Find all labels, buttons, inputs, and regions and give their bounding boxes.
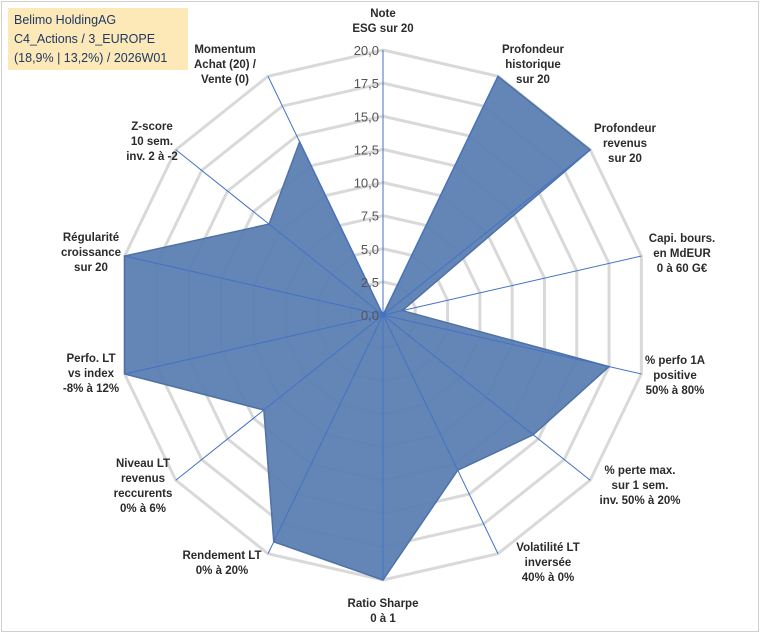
spoke-6 <box>382 314 499 554</box>
axis-label-2: Profondeur revenus sur 20 <box>594 123 656 165</box>
spoke-3 <box>382 255 642 316</box>
axis-label-12-line-2: inv. 2 à -2 <box>126 151 178 163</box>
axis-label-5-line-1: sur 1 sem. <box>612 480 669 492</box>
spoke-1 <box>382 76 499 316</box>
chart-title-box: Belimo HoldingAG C4_Actions / 3_EUROPE (… <box>8 8 188 70</box>
axis-label-12-line-1: 10 sem. <box>131 136 173 148</box>
title-line-2: C4_Actions / 3_EUROPE <box>14 32 156 46</box>
axis-label-13-line-1: Achat (20) / <box>194 59 257 71</box>
axis-label-1-line-1: historique <box>505 59 561 71</box>
axis-label-11: Régularité croissance sur 20 <box>61 232 121 274</box>
tick-label-7: 17,5 <box>354 76 379 91</box>
axis-label-3-line-2: 0 à 60 G€ <box>657 263 708 275</box>
axis-label-8-line-0: Rendement LT <box>182 550 261 562</box>
axis-label-13-line-2: Vente (0) <box>201 74 249 86</box>
tick-label-3: 7,5 <box>361 209 379 224</box>
spoke-2 <box>382 149 591 316</box>
axis-label-7: Ratio Sharpe 0 à 1 <box>348 598 419 625</box>
axis-label-10-line-0: Perfo. LT <box>67 353 116 365</box>
axis-label-6-line-1: inversée <box>525 557 572 569</box>
axis-label-1-line-0: Profondeur <box>502 44 564 56</box>
axis-label-6-line-0: Volatilité LT <box>516 542 579 554</box>
axis-label-0: Note ESG sur 20 <box>352 8 413 35</box>
axis-label-4: % perfo 1A positive 50% à 80% <box>645 355 705 397</box>
axis-label-3-line-1: en MdEUR <box>653 248 711 260</box>
axis-label-13: Momentum Achat (20) / Vente (0) <box>194 44 257 86</box>
tick-label-6: 15,0 <box>354 109 379 124</box>
axis-label-5-line-0: % perte max. <box>605 465 676 477</box>
axis-label-1-line-2: sur 20 <box>516 74 550 86</box>
axis-label-8-line-1: 0% à 20% <box>196 565 248 577</box>
axis-label-13-line-0: Momentum <box>194 44 255 56</box>
title-line-3: (18,9% | 13,2%) / 2026W01 <box>14 51 168 65</box>
spoke-8 <box>267 314 384 554</box>
axis-label-9: Niveau LT revenus reccurents 0% à 6% <box>114 458 173 515</box>
axis-label-7-line-0: Ratio Sharpe <box>348 598 419 610</box>
axis-label-6-line-2: 40% à 0% <box>522 572 574 584</box>
tick-label-2: 5,0 <box>361 242 379 257</box>
axis-label-2-line-0: Profondeur <box>594 123 656 135</box>
tick-label-1: 2,5 <box>361 275 379 290</box>
axis-label-0-line-1: ESG sur 20 <box>352 23 413 35</box>
axis-label-11-line-2: sur 20 <box>74 262 108 274</box>
axis-label-12-line-0: Z-score <box>131 121 173 133</box>
axis-label-10: Perfo. LT vs index -8% à 12% <box>63 353 119 395</box>
axis-label-5-line-2: inv. 50% à 20% <box>600 495 681 507</box>
tick-label-8: 20,0 <box>354 43 379 58</box>
axis-label-3-line-0: Capi. bours. <box>649 233 715 245</box>
axis-label-4-line-2: 50% à 80% <box>646 385 705 397</box>
axis-label-3: Capi. bours. en MdEUR 0 à 60 G€ <box>649 233 715 275</box>
axis-label-9-line-3: 0% à 6% <box>120 503 166 515</box>
spoke-11 <box>124 255 384 316</box>
spoke-4 <box>382 314 642 375</box>
axis-label-12: Z-score 10 sem. inv. 2 à -2 <box>126 121 178 163</box>
axis-label-5: % perte max. sur 1 sem. inv. 50% à 20% <box>600 465 681 507</box>
axis-label-0-line-0: Note <box>370 8 396 20</box>
axis-label-6: Volatilité LT inversée 40% à 0% <box>516 542 579 584</box>
axis-label-7-line-1: 0 à 1 <box>370 613 396 625</box>
spoke-9 <box>175 314 384 481</box>
spoke-13 <box>267 76 384 316</box>
axis-label-11-line-1: croissance <box>61 247 121 259</box>
title-line-1: Belimo HoldingAG <box>14 13 117 27</box>
tick-label-4: 10,0 <box>354 176 379 191</box>
axis-label-4-line-0: % perfo 1A <box>645 355 705 367</box>
tick-label-0: 0,0 <box>361 308 379 323</box>
axis-label-1: Profondeur historique sur 20 <box>502 44 564 86</box>
spoke-12 <box>175 149 384 316</box>
axis-label-9-line-1: revenus <box>121 473 165 485</box>
spoke-5 <box>382 314 591 481</box>
axis-label-9-line-0: Niveau LT <box>116 458 170 470</box>
tick-label-5: 12,5 <box>354 142 379 157</box>
axis-label-4-line-1: positive <box>653 370 696 382</box>
axis-label-10-line-1: vs index <box>68 368 115 380</box>
axis-label-10-line-2: -8% à 12% <box>63 383 119 395</box>
axis-label-2-line-2: sur 20 <box>608 153 642 165</box>
axis-label-8: Rendement LT 0% à 20% <box>182 550 261 577</box>
axis-label-2-line-1: revenus <box>603 138 647 150</box>
spoke-10 <box>124 314 384 375</box>
axis-label-9-line-2: reccurents <box>114 488 173 500</box>
axis-label-11-line-0: Régularité <box>63 232 119 244</box>
